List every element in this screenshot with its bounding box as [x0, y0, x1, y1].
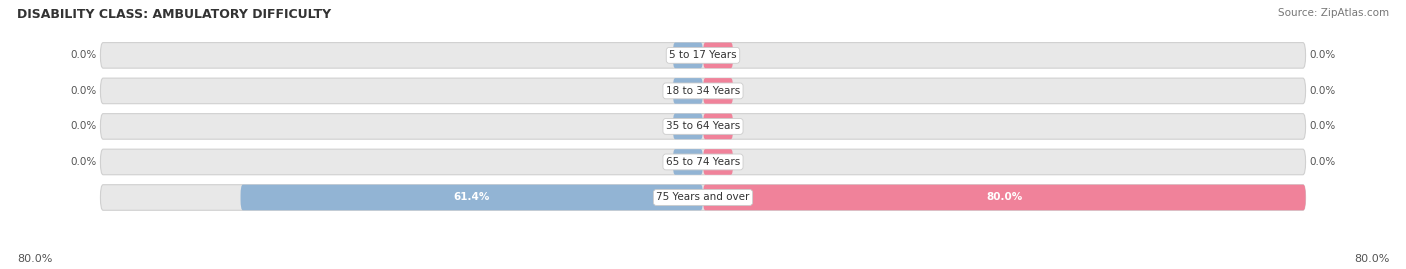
- Text: 61.4%: 61.4%: [454, 193, 489, 203]
- Text: 0.0%: 0.0%: [70, 86, 97, 96]
- FancyBboxPatch shape: [703, 149, 733, 175]
- Text: 0.0%: 0.0%: [1309, 157, 1336, 167]
- Text: 35 to 64 Years: 35 to 64 Years: [666, 121, 740, 132]
- FancyBboxPatch shape: [703, 185, 1306, 210]
- FancyBboxPatch shape: [673, 78, 703, 104]
- FancyBboxPatch shape: [100, 78, 1306, 104]
- Text: 18 to 34 Years: 18 to 34 Years: [666, 86, 740, 96]
- Text: 80.0%: 80.0%: [1354, 254, 1389, 264]
- Text: 75 Years and over: 75 Years and over: [657, 193, 749, 203]
- Text: 0.0%: 0.0%: [1309, 50, 1336, 60]
- FancyBboxPatch shape: [100, 185, 1306, 210]
- FancyBboxPatch shape: [703, 78, 733, 104]
- FancyBboxPatch shape: [100, 43, 1306, 68]
- Text: 0.0%: 0.0%: [70, 121, 97, 132]
- FancyBboxPatch shape: [703, 43, 733, 68]
- Text: 0.0%: 0.0%: [70, 50, 97, 60]
- FancyBboxPatch shape: [100, 149, 1306, 175]
- FancyBboxPatch shape: [703, 114, 733, 139]
- Text: 0.0%: 0.0%: [1309, 86, 1336, 96]
- FancyBboxPatch shape: [673, 114, 703, 139]
- Text: Source: ZipAtlas.com: Source: ZipAtlas.com: [1278, 8, 1389, 18]
- Text: 0.0%: 0.0%: [1309, 121, 1336, 132]
- Text: 5 to 17 Years: 5 to 17 Years: [669, 50, 737, 60]
- FancyBboxPatch shape: [240, 185, 703, 210]
- Text: 80.0%: 80.0%: [986, 193, 1022, 203]
- Text: 65 to 74 Years: 65 to 74 Years: [666, 157, 740, 167]
- FancyBboxPatch shape: [100, 114, 1306, 139]
- Text: DISABILITY CLASS: AMBULATORY DIFFICULTY: DISABILITY CLASS: AMBULATORY DIFFICULTY: [17, 8, 330, 21]
- FancyBboxPatch shape: [673, 43, 703, 68]
- Text: 80.0%: 80.0%: [17, 254, 52, 264]
- Text: 0.0%: 0.0%: [70, 157, 97, 167]
- Legend: Male, Female: Male, Female: [647, 267, 759, 269]
- FancyBboxPatch shape: [673, 149, 703, 175]
